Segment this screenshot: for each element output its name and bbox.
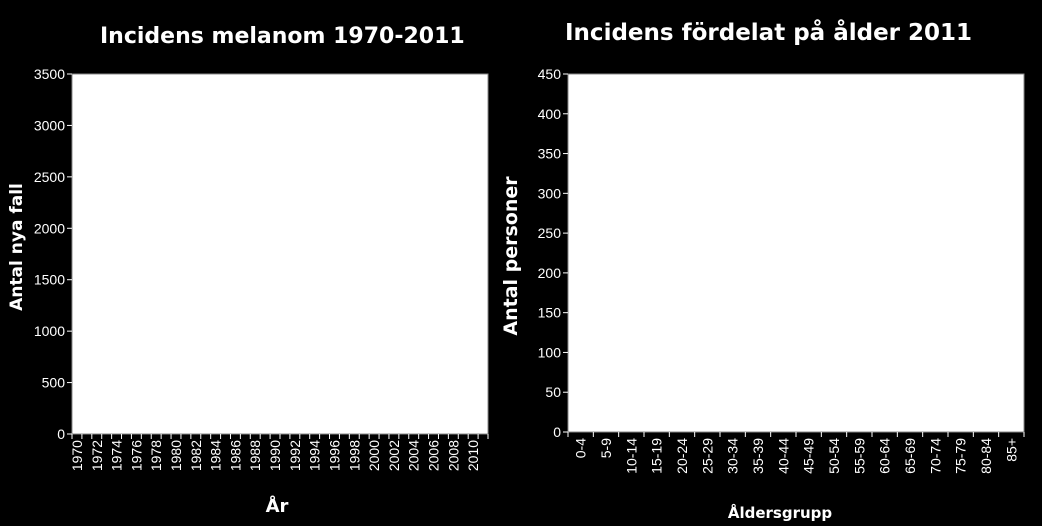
left-x-tick-label: 1982 — [188, 440, 204, 471]
right-x-tick-label: 80-84 — [978, 438, 994, 474]
right-y-tick-label: 350 — [538, 146, 562, 162]
left-x-tick-label: 2008 — [445, 440, 461, 471]
right-x-tick-label: 70-74 — [927, 438, 943, 474]
left-x-tick-label: 1976 — [128, 440, 144, 471]
left-y-tick-label: 3000 — [34, 117, 65, 133]
left-x-tick-label: 1992 — [287, 440, 303, 471]
right-x-tick-label: 55-59 — [851, 438, 867, 474]
right-x-tick-label: 30-34 — [725, 438, 741, 474]
left-x-tick-label: 1994 — [307, 440, 323, 471]
right-x-tick-label: 5-9 — [598, 438, 614, 458]
right-x-tick-label: 45-49 — [801, 438, 817, 474]
left-y-tick-label: 0 — [57, 426, 65, 442]
right-x-tick-label: 10-14 — [623, 438, 639, 474]
left-x-axis-title: År — [266, 494, 289, 517]
right-y-tick-label: 250 — [538, 225, 562, 241]
left-y-tick-label: 2000 — [34, 220, 65, 236]
left-y-tick-label: 500 — [42, 375, 66, 391]
left-x-tick-label: 2004 — [406, 440, 422, 471]
right-x-tick-label: 65-69 — [902, 438, 918, 474]
left-y-tick-label: 1000 — [34, 323, 65, 339]
left-x-tick-label: 1998 — [346, 440, 362, 471]
right-x-tick-label: 60-64 — [877, 438, 893, 474]
right-y-tick-label: 50 — [545, 384, 561, 400]
right-x-tick-label: 35-39 — [750, 438, 766, 474]
right-y-tick-label: 200 — [538, 265, 562, 281]
right-x-tick-label: 15-19 — [649, 438, 665, 474]
left-x-tick-label: 2000 — [366, 440, 382, 471]
right-y-tick-label: 100 — [538, 344, 562, 360]
right-y-tick-label: 400 — [538, 106, 562, 122]
left-x-tick-label: 1984 — [208, 440, 224, 471]
right-y-tick-label: 450 — [538, 66, 562, 82]
left-x-tick-label: 2010 — [465, 440, 481, 471]
right-x-tick-label: 20-24 — [674, 438, 690, 474]
left-y-tick-label: 2500 — [34, 169, 65, 185]
left-y-tick-label: 1500 — [34, 272, 65, 288]
right-y-tick-label: 0 — [553, 424, 561, 440]
left-x-tick-label: 1972 — [89, 440, 105, 471]
left-x-tick-label: 1986 — [227, 440, 243, 471]
left-x-tick-label: 1978 — [148, 440, 164, 471]
left-x-tick-label: 1980 — [168, 440, 184, 471]
right-x-axis-title: Åldersgrupp — [728, 503, 833, 522]
right-x-tick-label: 50-54 — [826, 438, 842, 474]
left-x-tick-label: 1996 — [326, 440, 342, 471]
right-plot-area — [567, 73, 1025, 433]
left-y-tick-label: 3500 — [34, 66, 65, 82]
right-x-tick-label: 75-79 — [953, 438, 969, 474]
left-x-tick-label: 1988 — [247, 440, 263, 471]
right-x-tick-label: 85+ — [1003, 438, 1019, 462]
left-y-axis-title: Antal nya fall — [7, 183, 27, 311]
left-x-tick-label: 1974 — [109, 440, 125, 471]
left-x-tick-label: 2002 — [386, 440, 402, 471]
left-x-tick-label: 1970 — [69, 440, 85, 471]
left-x-tick-label: 1990 — [267, 440, 283, 471]
right-x-tick-label: 0-4 — [573, 438, 589, 458]
right-y-tick-label: 150 — [538, 305, 562, 321]
right-chart-title: Incidens fördelat på ålder 2011 — [565, 20, 973, 46]
right-x-tick-label: 40-44 — [775, 438, 791, 474]
left-plot-area — [71, 73, 489, 435]
left-x-tick-label: 2006 — [426, 440, 442, 471]
left-chart-title: Incidens melanom 1970-2011 — [100, 24, 465, 49]
right-x-tick-label: 25-29 — [699, 438, 715, 474]
right-y-axis-title: Antal personer — [500, 176, 522, 336]
right-y-tick-label: 300 — [538, 185, 562, 201]
